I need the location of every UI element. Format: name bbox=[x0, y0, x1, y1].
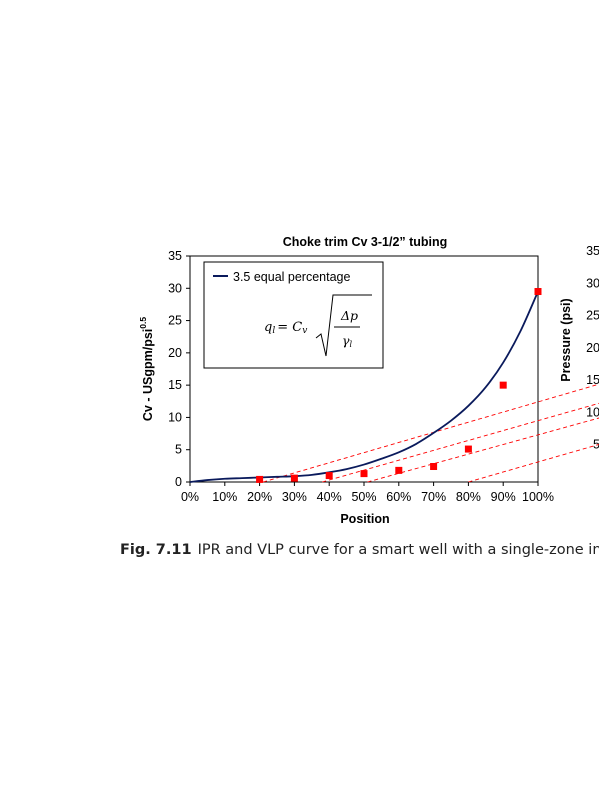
y-tick-label: 10 bbox=[168, 410, 182, 424]
x-tick-label: 0% bbox=[181, 490, 199, 504]
y-tick-label: 5 bbox=[175, 443, 182, 457]
y-tick-label: 25 bbox=[168, 314, 182, 328]
y-tick-label: 15 bbox=[168, 378, 182, 392]
right-tick-label: 35 bbox=[586, 244, 599, 258]
y-tick-label: 0 bbox=[175, 475, 182, 489]
x-tick-label: 10% bbox=[212, 490, 237, 504]
chart-title: Choke trim Cv 3-1/2” tubing bbox=[283, 235, 448, 249]
right-axis-label: Pressure (psi) bbox=[559, 298, 573, 381]
data-point-marker bbox=[360, 470, 368, 478]
x-tick-label: 60% bbox=[386, 490, 411, 504]
right-tick-label: 30 bbox=[586, 276, 599, 290]
legend-box bbox=[203, 261, 384, 369]
x-tick-label: 100% bbox=[522, 490, 554, 504]
data-point-marker bbox=[464, 445, 472, 453]
right-tick-label: 5 bbox=[593, 438, 599, 452]
y-tick-label: 35 bbox=[168, 249, 182, 263]
figure-caption-text: IPR and VLP curve for a smart well with … bbox=[197, 542, 599, 558]
series-line bbox=[189, 291, 539, 483]
x-tick-label: 70% bbox=[421, 490, 446, 504]
x-tick-label: 40% bbox=[317, 490, 342, 504]
x-tick-label: 90% bbox=[491, 490, 516, 504]
y-axis-label: Cv - USgpm/psi0.5 bbox=[138, 317, 155, 421]
data-point-marker bbox=[499, 381, 507, 389]
data-point-marker bbox=[325, 472, 333, 480]
y-tick-label: 30 bbox=[168, 281, 182, 295]
legend: 3.5 equal percentage ql = Cv Δp γl bbox=[203, 261, 384, 369]
figure-label: Fig. 7.11 bbox=[120, 542, 192, 558]
y-tick-label: 20 bbox=[168, 346, 182, 360]
x-axis-label: Position bbox=[340, 512, 389, 526]
series-group bbox=[189, 288, 542, 483]
right-axis: 5 10 15 20 25 30 35 Pressure (psi) bbox=[559, 244, 599, 452]
right-tick-label: 10 bbox=[586, 405, 599, 419]
y-axis: 0 5 10 15 20 25 30 35 bbox=[168, 249, 190, 489]
figure-caption: Fig. 7.11 IPR and VLP curve for a smart w… bbox=[120, 542, 599, 558]
right-tick-label: 25 bbox=[586, 309, 599, 323]
right-tick-label: 20 bbox=[586, 341, 599, 355]
data-point-marker bbox=[256, 475, 264, 483]
right-tick-label: 15 bbox=[586, 373, 599, 387]
x-tick-label: 50% bbox=[351, 490, 376, 504]
svg-text:ql= Cv: ql = Cv bbox=[264, 320, 307, 336]
data-point-marker bbox=[395, 466, 403, 474]
dashed-line bbox=[262, 383, 599, 483]
dashed-line bbox=[468, 443, 599, 483]
svg-text:Δp: Δp bbox=[340, 308, 358, 323]
svg-text:γl: γl bbox=[342, 333, 352, 349]
data-point-marker bbox=[290, 474, 298, 482]
x-axis: 0% 10% 20% 30% 40% 50% 60% 70% 80% 90% 100% bbox=[181, 482, 554, 504]
data-point-marker bbox=[430, 463, 438, 471]
x-tick-label: 30% bbox=[282, 490, 307, 504]
x-tick-label: 20% bbox=[247, 490, 272, 504]
data-point-marker bbox=[534, 288, 542, 296]
legend-entry: 3.5 equal percentage bbox=[233, 270, 351, 284]
legend-formula: ql = Cv Δp γl bbox=[264, 294, 372, 357]
dashed-lines bbox=[262, 383, 599, 483]
x-tick-label: 80% bbox=[456, 490, 481, 504]
dashed-line bbox=[322, 402, 599, 483]
